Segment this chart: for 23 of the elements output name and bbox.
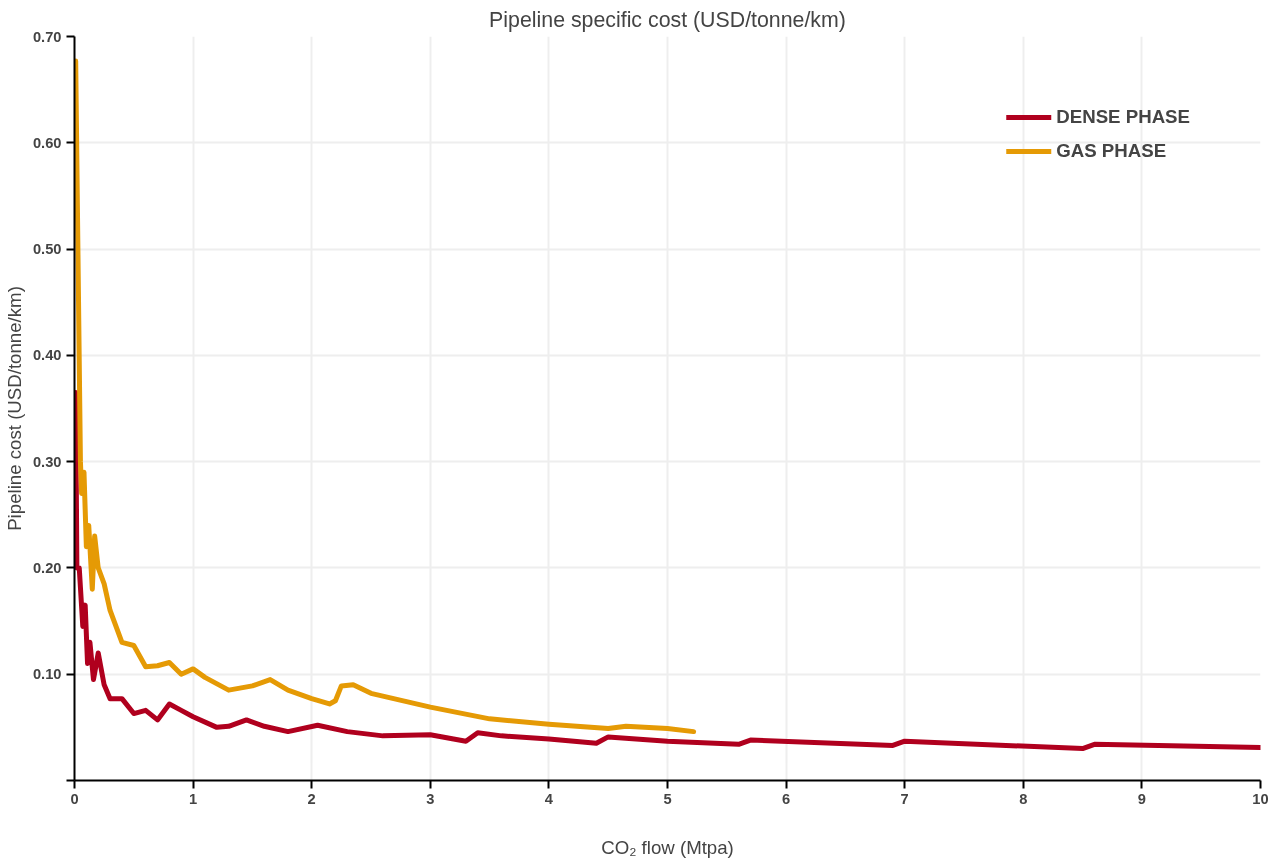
- chart-title: Pipeline specific cost (USD/tonne/km): [489, 7, 846, 32]
- y-axis-title: Pipeline cost (USD/tonne/km): [3, 286, 25, 531]
- x-tick-label: 3: [426, 790, 435, 807]
- y-tick-label: 0.50: [32, 241, 62, 258]
- x-tick-label: 8: [1019, 790, 1028, 807]
- x-tick-label: 6: [782, 790, 791, 807]
- x-axis-title: CO₂ flow (Mtpa): [601, 836, 734, 858]
- x-tick-label: 9: [1137, 790, 1146, 807]
- y-tick-label: 0.70: [32, 28, 62, 45]
- x-tick-label: 7: [900, 790, 909, 807]
- y-tick-label: 0.60: [32, 134, 62, 151]
- x-tick-label: 0: [70, 790, 79, 807]
- x-tick-label: 5: [663, 790, 672, 807]
- x-tick-label: 10: [1252, 790, 1269, 807]
- y-tick-label: 0.30: [32, 453, 62, 470]
- x-tick-label: 1: [189, 790, 198, 807]
- y-tick-label: 0.20: [32, 559, 62, 576]
- x-tick-label: 4: [544, 790, 554, 807]
- y-tick-label: 0.10: [32, 666, 62, 683]
- legend-label: DENSE PHASE: [1056, 106, 1190, 128]
- y-tick-label: 0.40: [32, 347, 62, 364]
- x-tick-label: 2: [307, 790, 316, 807]
- legend-label: GAS PHASE: [1056, 140, 1167, 162]
